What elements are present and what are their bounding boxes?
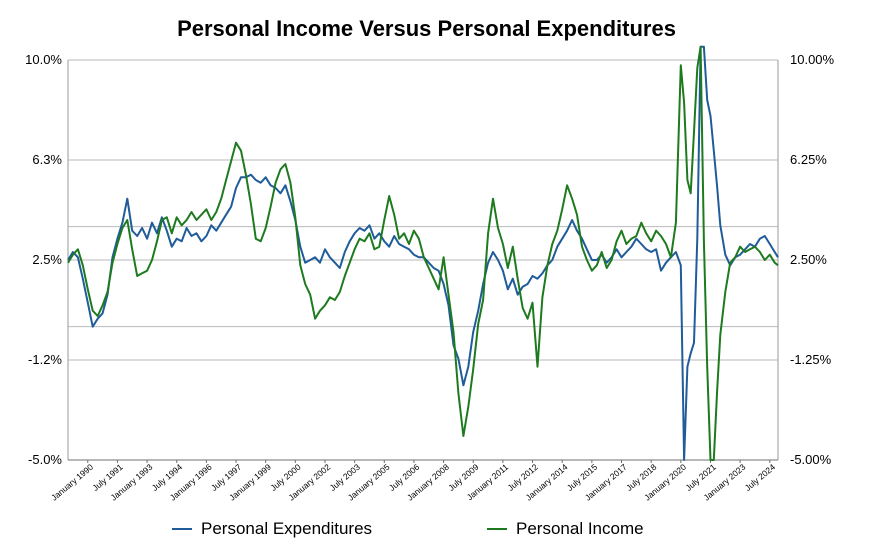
legend-label-expenditures: Personal Expenditures: [201, 519, 373, 538]
legend-label-income: Personal Income: [516, 519, 644, 538]
series-lines: [67, 45, 779, 461]
y-tick-label-right: -1.25%: [790, 352, 832, 367]
series-line-expenditures: [67, 45, 779, 461]
x-tick-label: January 1990: [49, 462, 95, 503]
y-tick-label-left: 6.3%: [32, 152, 62, 167]
y-tick-label-left: 2.5%: [32, 252, 62, 267]
x-tick-label: July 2024: [743, 462, 778, 493]
y-tick-label-left: 10.0%: [25, 52, 62, 67]
y-axis-left-labels: 10.0% 6.3% 2.5% -1.2% -5.0%: [25, 52, 62, 467]
y-tick-label-right: -5.00%: [790, 452, 832, 467]
legend-item-expenditures: Personal Expenditures: [172, 519, 372, 539]
legend-swatch-income: [487, 528, 507, 530]
y-tick-label-right: 10.00%: [790, 52, 835, 67]
y-tick-label-left: -5.0%: [28, 452, 62, 467]
y-tick-label-right: 6.25%: [790, 152, 827, 167]
legend-swatch-expenditures: [172, 528, 192, 530]
legend-item-income: Personal Income: [487, 519, 644, 539]
chart-title: Personal Income Versus Personal Expendit…: [177, 16, 676, 41]
series-line-income: [67, 45, 779, 461]
y-tick-label-left: -1.2%: [28, 352, 62, 367]
y-axis-right-labels: 10.00% 6.25% 2.50% -1.25% -5.00%: [790, 52, 835, 467]
gridlines: [68, 59, 778, 461]
y-tick-label-right: 2.50%: [790, 252, 827, 267]
